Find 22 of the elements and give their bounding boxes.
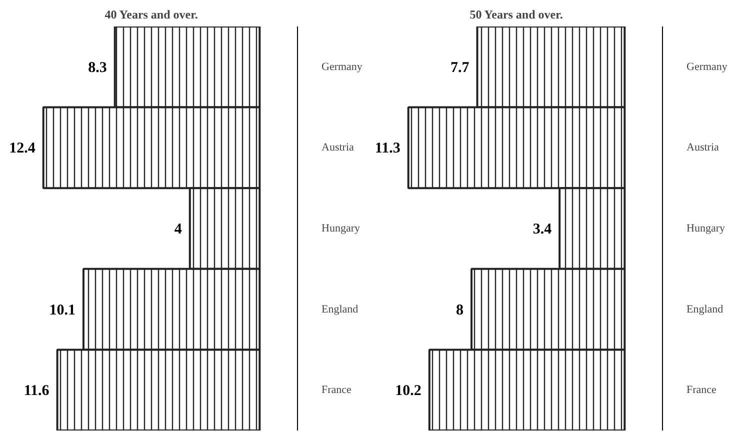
y-tick-label: France	[686, 384, 717, 396]
y-tick-label: England	[686, 303, 724, 316]
y-tick-label: France	[322, 384, 352, 396]
y-tick-label: Austria	[686, 142, 719, 154]
data-label: 3.4	[532, 222, 552, 238]
y-tick-label: Germany	[686, 60, 728, 73]
data-label: 8.3	[88, 60, 107, 76]
y-tick-label: Hungary	[322, 222, 360, 234]
data-label: 11.3	[374, 140, 400, 157]
data-label: 8	[456, 302, 464, 318]
y-tick-label: Austria	[322, 142, 354, 154]
data-label: 11.6	[24, 383, 50, 400]
chart-title: 50 Years and over.	[470, 8, 563, 22]
y-tick-label: Germany	[322, 60, 363, 73]
data-label: 7.7	[450, 60, 470, 76]
y-tick-label: Hungary	[686, 222, 726, 234]
data-label: 10.2	[395, 383, 422, 400]
data-label: 12.4	[9, 140, 36, 157]
chart-title: 40 Years and over.	[104, 8, 198, 22]
data-label: 10.1	[49, 302, 76, 318]
y-tick-label: England	[322, 303, 359, 316]
data-label: 4	[174, 222, 182, 238]
